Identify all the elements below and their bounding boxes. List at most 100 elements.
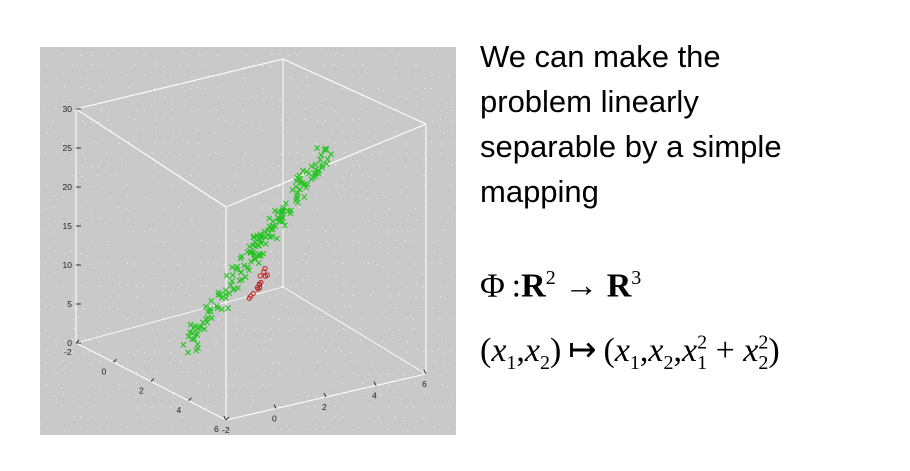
x-marker xyxy=(259,233,266,240)
x-marker xyxy=(315,170,322,177)
x-marker xyxy=(251,256,258,263)
x-marker xyxy=(203,316,210,323)
text-line-4: mapping xyxy=(480,174,599,209)
x-marker xyxy=(208,297,215,304)
x-marker xyxy=(324,156,331,163)
o-marker xyxy=(264,272,270,278)
x-marker xyxy=(250,251,257,258)
x-marker xyxy=(237,255,244,262)
x-marker xyxy=(317,156,324,163)
x-marker xyxy=(261,228,268,235)
x-marker xyxy=(190,325,197,332)
x-marker xyxy=(180,341,187,348)
x-marker xyxy=(193,347,200,354)
mapping-signature: Φ :R2 → R3 xyxy=(480,267,642,305)
x-marker xyxy=(281,222,288,229)
x-tick-mark xyxy=(75,339,80,344)
x-marker xyxy=(223,272,230,279)
z-tick-label: 25 xyxy=(63,143,73,153)
x-marker xyxy=(207,305,214,312)
o-marker xyxy=(246,295,252,301)
x-marker xyxy=(193,330,200,337)
series-o-markers xyxy=(246,265,270,301)
y-tick-label: 4 xyxy=(372,391,377,401)
x-marker xyxy=(273,235,280,242)
x-marker xyxy=(294,192,301,199)
3d-scatter-plot: 30 25 20 15 10 5 0 -2 0 2 4 6 -2 0 2 4 6 xyxy=(40,47,456,435)
x-marker xyxy=(201,326,208,332)
z-tick-label: 0 xyxy=(67,338,72,348)
x-marker xyxy=(185,349,192,356)
z-tick-label: 30 xyxy=(63,104,73,114)
x-marker xyxy=(303,168,310,175)
x-marker xyxy=(257,233,264,240)
x-marker xyxy=(293,178,300,185)
x-marker xyxy=(189,336,196,343)
x-marker xyxy=(255,242,262,249)
x-marker xyxy=(266,215,273,222)
x-tick-label: 6 xyxy=(214,424,219,434)
x-marker xyxy=(202,303,209,310)
x-marker xyxy=(282,200,289,207)
x-tick-mark xyxy=(188,397,192,402)
o-marker xyxy=(258,279,264,286)
x-marker xyxy=(318,152,325,159)
y-tick-label: -2 xyxy=(222,425,230,435)
x-marker xyxy=(327,151,334,158)
y-axis-ticks: -2 0 2 4 6 xyxy=(222,369,427,435)
x-marker xyxy=(195,325,202,332)
x-marker xyxy=(292,197,299,204)
x-marker xyxy=(268,226,275,233)
x-tick-mark xyxy=(225,416,230,421)
box-edge xyxy=(225,123,427,208)
x-marker xyxy=(269,223,276,230)
slide-body-text: We can make the problem linearly separab… xyxy=(480,34,880,214)
box-edge xyxy=(75,58,284,110)
y-tick-label: 2 xyxy=(322,402,327,412)
x-marker xyxy=(274,209,281,215)
x-marker xyxy=(293,183,300,190)
x-marker xyxy=(242,274,249,281)
o-marker xyxy=(257,273,263,279)
x-marker xyxy=(229,272,236,279)
z-tick-label: 20 xyxy=(63,182,73,192)
x-marker xyxy=(314,145,321,152)
x-marker xyxy=(247,249,254,256)
x-marker xyxy=(278,211,285,218)
x-marker xyxy=(308,176,315,183)
x-marker xyxy=(257,252,264,259)
y-tick-mark xyxy=(323,392,327,398)
x-marker xyxy=(303,184,310,191)
z-tick-label: 10 xyxy=(63,260,73,270)
x-marker xyxy=(226,290,233,297)
box-edge xyxy=(75,108,227,208)
mapping-definition: (x1,x2) ↦ (x1,x2,x21 + x22) xyxy=(480,331,780,374)
z-axis-ticks: 30 25 20 15 10 5 0 xyxy=(63,104,81,348)
y-tick-mark xyxy=(273,404,277,409)
x-tick-label: 2 xyxy=(139,386,144,396)
y-tick-label: 0 xyxy=(272,414,277,424)
z-tick-label: 5 xyxy=(67,299,72,309)
box-edge xyxy=(282,286,427,375)
x-marker xyxy=(236,277,243,284)
x-tick-mark xyxy=(113,358,117,363)
x-tick-label: -2 xyxy=(64,347,72,357)
x-tick-label: 0 xyxy=(102,366,107,376)
x-marker xyxy=(321,146,328,153)
x-marker xyxy=(244,264,251,271)
x-marker xyxy=(323,160,330,167)
x-marker xyxy=(191,336,198,343)
y-tick-mark xyxy=(223,415,227,421)
x-marker xyxy=(301,193,308,200)
x-marker xyxy=(237,269,244,276)
x-marker xyxy=(234,285,241,292)
x-marker xyxy=(246,243,253,250)
x-marker xyxy=(222,287,229,294)
x-marker xyxy=(308,163,315,170)
x-marker xyxy=(229,264,236,271)
x-marker xyxy=(218,306,225,313)
x-marker xyxy=(225,305,232,312)
x-marker xyxy=(296,172,303,179)
x-marker xyxy=(269,218,276,225)
